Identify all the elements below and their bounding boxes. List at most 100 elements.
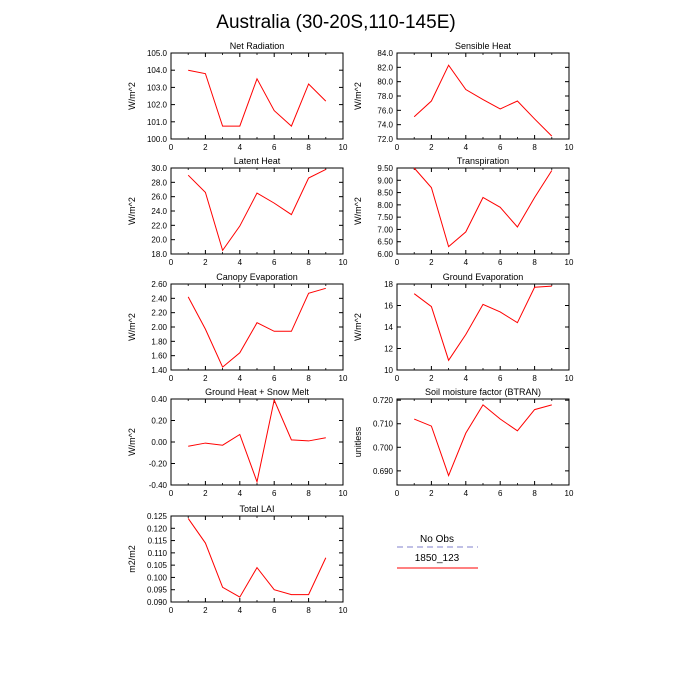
series-line-1850-123: [188, 69, 327, 127]
y-tick-label: 0.40: [151, 395, 167, 404]
x-tick-label: 0: [395, 258, 400, 267]
plot-frame: [170, 398, 344, 486]
x-tick-label: 2: [203, 143, 208, 152]
y-tick-label: 0.105: [147, 561, 168, 570]
y-tick-label: 80.0: [377, 78, 393, 87]
panel-title: Total LAI: [239, 504, 274, 514]
series-line-1850-123: [187, 168, 327, 252]
x-tick-label: 2: [429, 374, 434, 383]
y-tick-label: 0.110: [148, 549, 168, 558]
y-tick-label: 16: [384, 302, 393, 311]
x-tick-label: 10: [565, 489, 574, 498]
panel-title: Canopy Evaporation: [216, 272, 298, 282]
panel-sensible-heat: Sensible Heat W/m^2 0 2 4 6 8 10 72.0 74.0 76.0 78.…: [353, 41, 574, 152]
x-tick-label: 2: [203, 489, 208, 498]
x-tick-label: 6: [272, 606, 277, 615]
y-axis-label: m2/m2: [127, 545, 137, 573]
x-tick-label: 10: [565, 143, 574, 152]
y-tick-label: 0.20: [151, 417, 167, 426]
series-line-1850-123: [187, 287, 326, 368]
y-tick-label: 0.090: [147, 598, 168, 607]
x-tick-label: 6: [498, 489, 503, 498]
x-tick-label: 6: [498, 258, 503, 267]
x-tick-label: 10: [339, 374, 348, 383]
y-tick-label: 20.0: [151, 236, 167, 245]
figure-title: Australia (30-20S,110-145E): [216, 12, 455, 33]
x-tick-label: 10: [339, 258, 348, 267]
y-tick-label: 0.100: [147, 573, 168, 582]
plot-frame: [170, 283, 344, 371]
series-line-1850-123: [414, 404, 552, 477]
y-tick-label: 2.00: [151, 323, 167, 332]
x-tick-label: 4: [464, 258, 469, 267]
plot-frame: [396, 283, 570, 371]
y-tick-label: 101.0: [147, 118, 168, 127]
legend: No Obs 1850_123: [397, 534, 478, 569]
y-tick-label: 26.0: [151, 193, 167, 202]
y-axis-label: W/m^2: [127, 82, 137, 110]
panel-soil-moisture-factor-btran: Soil moisture factor (BTRAN) unitless 0 2 4 6…: [353, 387, 574, 498]
x-tick-label: 2: [203, 606, 208, 615]
legend-label-1850-123: 1850_123: [415, 553, 460, 564]
x-tick-label: 8: [306, 489, 311, 498]
plot-frame: [170, 52, 344, 140]
panel-transpiration: Transpiration W/m^2 0 2 4 6 8 10 6.00 6.50 7.00 7.5…: [353, 156, 574, 267]
series-line-1850-123: [187, 518, 327, 598]
x-tick-label: 2: [203, 258, 208, 267]
panel-title: Ground Heat + Snow Melt: [205, 387, 309, 397]
y-tick-label: 102.0: [147, 101, 168, 110]
panel-ground-heat-snow-melt: Ground Heat + Snow Melt W/m^2 0 2 4 6 8 10 -0.40…: [127, 387, 348, 498]
y-tick-label: 76.0: [377, 106, 393, 115]
x-tick-label: 0: [395, 374, 400, 383]
y-tick-label: 10: [384, 366, 393, 375]
legend-label-no-obs: No Obs: [420, 534, 454, 545]
x-tick-label: 10: [339, 489, 348, 498]
y-tick-label: 6.50: [377, 238, 393, 247]
y-tick-label: 12: [384, 345, 393, 354]
x-tick-label: 4: [238, 374, 243, 383]
x-tick-label: 6: [498, 143, 503, 152]
y-axis-label: W/m^2: [127, 197, 137, 225]
x-tick-label: 8: [306, 374, 311, 383]
y-tick-label: 22.0: [151, 221, 167, 230]
y-tick-label: 84.0: [377, 49, 393, 58]
y-tick-label: 105.0: [147, 49, 168, 58]
panel-ground-evaporation: Ground Evaporation W/m^2 0 2 4 6 8 10 10 12 14 16 18: [353, 272, 574, 383]
x-tick-label: 0: [169, 489, 174, 498]
y-tick-label: 18: [384, 280, 393, 289]
panel-title: Ground Evaporation: [443, 272, 524, 282]
x-tick-label: 0: [169, 374, 174, 383]
y-tick-label: 2.20: [151, 309, 167, 318]
panel-title: Net Radiation: [230, 41, 285, 51]
y-tick-label: 72.0: [377, 135, 393, 144]
x-tick-label: 0: [169, 143, 174, 152]
y-tick-label: -0.20: [149, 460, 168, 469]
y-axis-label: W/m^2: [127, 313, 137, 341]
y-tick-label: 0.00: [151, 438, 167, 447]
plot-frame: [396, 398, 570, 486]
x-tick-label: 6: [272, 258, 277, 267]
y-tick-label: 1.40: [151, 366, 167, 375]
x-tick-label: 8: [306, 258, 311, 267]
y-tick-label: 0.120: [147, 524, 168, 533]
series-line-1850-123: [188, 398, 326, 484]
y-tick-label: 74.0: [377, 121, 393, 130]
x-tick-label: 4: [238, 258, 243, 267]
y-tick-label: 18.0: [151, 250, 167, 259]
y-tick-label: 24.0: [151, 207, 167, 216]
y-tick-label: 78.0: [377, 92, 393, 101]
y-tick-label: 30.0: [151, 164, 167, 173]
y-tick-label: -0.40: [149, 481, 168, 490]
x-tick-label: 8: [306, 143, 311, 152]
x-tick-label: 10: [565, 258, 574, 267]
y-tick-label: 8.50: [377, 189, 393, 198]
y-tick-label: 8.00: [377, 201, 393, 210]
y-tick-label: 2.60: [151, 280, 167, 289]
series-line-1850-123: [413, 167, 553, 248]
panel-total-lai: Total LAI m2/m2 0 2 4 6 8 10 0.090 0.095 0.100 0.10…: [127, 504, 348, 615]
y-tick-label: 0.690: [373, 467, 394, 476]
x-tick-label: 8: [532, 258, 537, 267]
x-tick-label: 6: [272, 489, 277, 498]
y-tick-label: 104.0: [147, 66, 168, 75]
